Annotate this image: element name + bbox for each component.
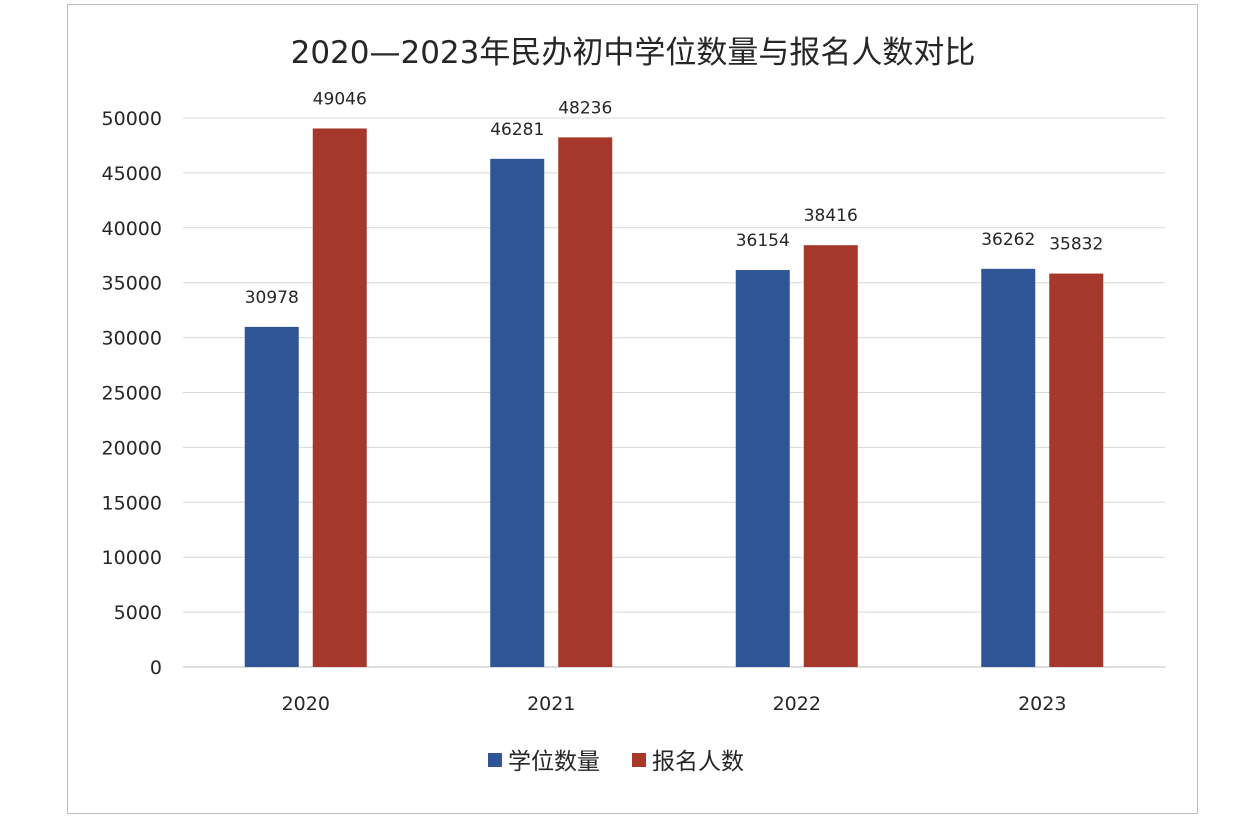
bar-2020-series-1 xyxy=(312,128,367,667)
y-tick-label: 30000 xyxy=(102,328,162,350)
y-tick-label: 20000 xyxy=(102,437,162,459)
y-axis-tick-labels: 0 5000 10000 15000 20000 25000 30000 35000 40000… xyxy=(102,108,162,679)
y-tick-label: 35000 xyxy=(102,273,162,295)
y-tick-label: 15000 xyxy=(102,492,162,514)
x-category-label: 2023 xyxy=(1018,693,1066,715)
bar-2023-series-1 xyxy=(1049,273,1104,667)
y-tick-label: 10000 xyxy=(102,547,162,569)
bar-2022-series-0 xyxy=(735,270,790,667)
bar-2021-series-0 xyxy=(490,158,545,667)
bar-chart: 2020—2023年民办初中学位数量与报名人数对比 0 5000 10000 1500… xyxy=(102,35,1165,775)
data-label: 48236 xyxy=(558,98,612,118)
legend-swatch xyxy=(488,753,502,767)
legend-label: 学位数量 xyxy=(508,749,600,775)
data-label: 38416 xyxy=(804,206,858,226)
x-category-label: 2021 xyxy=(527,693,575,715)
data-label: 30978 xyxy=(245,288,299,308)
data-label: 46281 xyxy=(490,120,544,140)
data-label: 49046 xyxy=(313,89,367,109)
chart-title: 2020—2023年民办初中学位数量与报名人数对比 xyxy=(291,35,976,71)
y-tick-label: 25000 xyxy=(102,383,162,405)
legend: 学位数量 报名人数 xyxy=(488,749,744,775)
legend-label: 报名人数 xyxy=(652,749,744,775)
x-category-label: 2022 xyxy=(773,693,821,715)
data-label: 36154 xyxy=(736,231,790,251)
bars xyxy=(244,128,1104,667)
legend-swatch xyxy=(632,753,646,767)
y-tick-label: 0 xyxy=(150,657,162,679)
y-tick-label: 5000 xyxy=(114,602,162,624)
y-tick-label: 45000 xyxy=(102,163,162,185)
data-label: 36262 xyxy=(981,230,1035,250)
data-labels: 30978 49046 46281 48236 36154 38416 36262 35832 xyxy=(245,89,1104,307)
bar-2022-series-1 xyxy=(803,245,858,667)
x-axis-category-labels: 2020 2021 2022 2023 xyxy=(282,693,1067,715)
bar-2023-series-0 xyxy=(981,268,1036,667)
chart-container: 2020—2023年民办初中学位数量与报名人数对比 0 5000 10000 1500… xyxy=(67,4,1198,814)
y-tick-label: 40000 xyxy=(102,218,162,240)
bar-2020-series-0 xyxy=(244,326,299,667)
y-tick-label: 50000 xyxy=(102,108,162,130)
data-label: 35832 xyxy=(1049,235,1103,255)
bar-2021-series-1 xyxy=(558,137,613,667)
x-category-label: 2020 xyxy=(282,693,330,715)
